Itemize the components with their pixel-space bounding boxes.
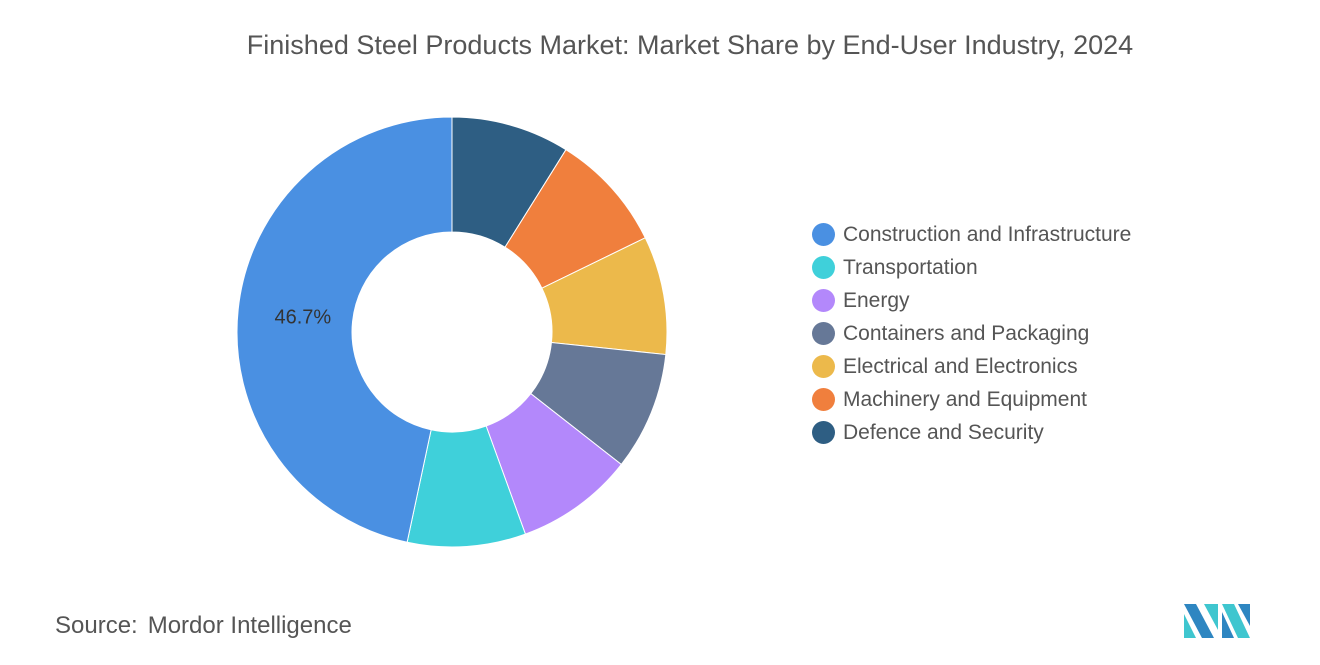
legend-swatch [812,388,835,411]
legend-swatch [812,223,835,246]
legend-label: Transportation [843,255,978,279]
legend-swatch [812,256,835,279]
legend-label: Machinery and Equipment [843,387,1087,411]
legend-label: Defence and Security [843,420,1044,444]
legend-item: Transportation [812,251,1131,284]
chart-title: Finished Steel Products Market: Market S… [246,30,1134,60]
source-value: Mordor Intelligence [147,612,352,639]
legend-label: Containers and Packaging [843,321,1090,345]
legend-label: Energy [843,288,910,312]
legend-item: Defence and Security [812,416,1131,449]
legend-swatch [812,421,835,444]
legend: Construction and Infrastructure Transport… [812,218,1131,449]
slice-construction-and-infrastructure [236,116,453,543]
legend-item: Containers and Packaging [812,317,1131,350]
legend-item: Construction and Infrastructure [812,218,1131,251]
data-label: 46.7% [274,306,331,328]
legend-item: Energy [812,284,1131,317]
legend-label: Construction and Infrastructure [843,222,1132,246]
legend-item: Electrical and Electronics [812,350,1131,383]
legend-swatch [812,289,835,312]
mordor-logo [1184,604,1250,638]
legend-swatch [812,355,835,378]
source-label: Source: [55,612,138,639]
legend-swatch [812,322,835,345]
legend-item: Machinery and Equipment [812,383,1131,416]
source: Source: Mordor Intelligence [55,612,352,640]
legend-label: Electrical and Electronics [843,354,1078,378]
